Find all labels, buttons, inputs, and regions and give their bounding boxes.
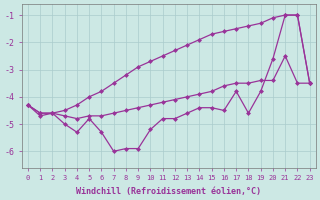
X-axis label: Windchill (Refroidissement éolien,°C): Windchill (Refroidissement éolien,°C) (76, 187, 261, 196)
